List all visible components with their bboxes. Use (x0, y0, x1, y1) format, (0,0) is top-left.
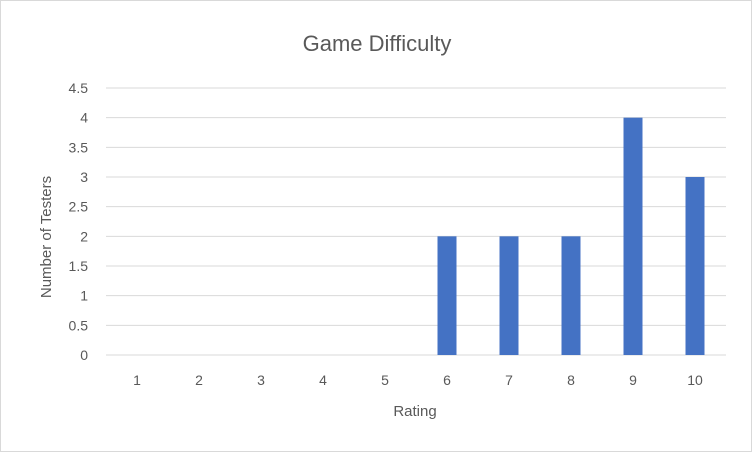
gridlines (106, 87, 726, 356)
x-tick-label: 10 (687, 372, 703, 388)
bar-rating-9 (623, 117, 643, 356)
x-tick-label: 2 (195, 372, 203, 388)
y-tick-label: 2 (80, 228, 88, 244)
bar-rating-7 (499, 236, 519, 355)
y-tick-label: 4 (80, 110, 88, 126)
x-tick-label: 9 (629, 372, 637, 388)
bar-rating-6 (437, 236, 457, 355)
x-tick-label: 5 (381, 372, 389, 388)
x-tick-label: 8 (567, 372, 575, 388)
x-tick-label: 3 (257, 372, 265, 388)
y-tick-label: 0 (80, 347, 88, 363)
y-tick-label: 2.5 (69, 199, 89, 215)
x-tick-label: 1 (133, 372, 141, 388)
y-tick-label: 1.5 (69, 258, 89, 274)
y-axis-label: Number of Testers (38, 176, 55, 298)
x-tick-label: 6 (443, 372, 451, 388)
bar-rating-10 (685, 177, 705, 355)
x-axis-label: Rating (393, 403, 436, 420)
x-tick-label: 4 (319, 372, 327, 388)
y-axis-ticks: 0 0.5 1 1.5 2 2.5 3 3.5 4 4.5 (69, 80, 89, 363)
bar-rating-8 (561, 236, 581, 355)
y-tick-label: 3.5 (69, 139, 89, 155)
y-tick-label: 4.5 (69, 80, 89, 96)
x-tick-label: 7 (505, 372, 513, 388)
y-tick-label: 1 (80, 288, 88, 304)
chart-title: Game Difficulty (303, 31, 452, 56)
x-axis-ticks: 1 2 3 4 5 6 7 8 9 10 (133, 372, 703, 388)
y-tick-label: 0.5 (69, 317, 89, 333)
bars (437, 117, 705, 356)
y-tick-label: 3 (80, 169, 88, 185)
